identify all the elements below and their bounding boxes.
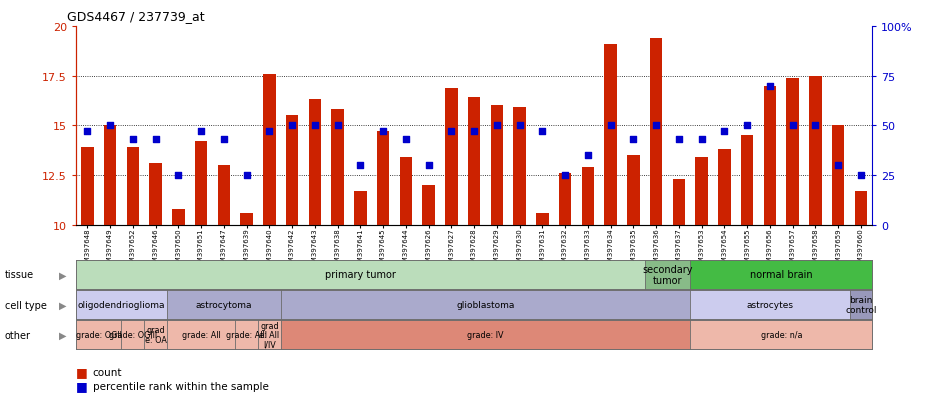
Point: [854, 172, 869, 179]
Point: [694, 137, 709, 143]
Point: [762, 83, 777, 90]
Bar: [286, 116, 298, 225]
Point: [194, 128, 208, 135]
Bar: [559, 173, 571, 225]
Text: other: other: [5, 330, 31, 340]
Bar: [582, 168, 594, 225]
Text: secondary
tumor: secondary tumor: [643, 264, 693, 285]
Text: oligodendrioglioma: oligodendrioglioma: [78, 300, 165, 309]
Bar: [741, 136, 754, 225]
Point: [307, 123, 322, 129]
Point: [398, 137, 413, 143]
Point: [239, 172, 254, 179]
Point: [808, 123, 823, 129]
Point: [831, 162, 845, 169]
Point: [490, 123, 505, 129]
Point: [671, 137, 686, 143]
Bar: [605, 45, 617, 225]
Point: [467, 128, 482, 135]
Point: [103, 123, 118, 129]
Bar: [263, 74, 276, 225]
Text: glioblastoma: glioblastoma: [457, 300, 515, 309]
Bar: [81, 148, 94, 225]
Text: brain
control: brain control: [845, 295, 877, 314]
Text: grade: OGIII: grade: OGIII: [108, 330, 156, 339]
Bar: [491, 106, 503, 225]
Text: grade: IV: grade: IV: [468, 330, 504, 339]
Point: [171, 172, 186, 179]
Point: [626, 137, 641, 143]
Bar: [719, 150, 731, 225]
Bar: [695, 158, 707, 225]
Bar: [332, 110, 344, 225]
Point: [353, 162, 368, 169]
Bar: [422, 185, 435, 225]
Bar: [194, 142, 207, 225]
Bar: [172, 209, 184, 225]
Point: [148, 137, 163, 143]
Bar: [513, 108, 526, 225]
Bar: [241, 213, 253, 225]
Bar: [218, 166, 230, 225]
Bar: [468, 98, 481, 225]
Point: [331, 123, 345, 129]
Text: astrocytes: astrocytes: [746, 300, 794, 309]
Bar: [149, 164, 162, 225]
Bar: [672, 180, 685, 225]
Text: grade: OGII: grade: OGII: [76, 330, 121, 339]
Text: ▶: ▶: [59, 300, 67, 310]
Text: ■: ■: [76, 366, 88, 379]
Text: primary tumor: primary tumor: [325, 270, 395, 280]
Text: grad
e: All
I/IV: grad e: All I/IV: [259, 321, 280, 349]
Point: [284, 123, 299, 129]
Bar: [832, 126, 845, 225]
Point: [512, 123, 527, 129]
Point: [581, 152, 595, 159]
Text: grade: All: grade: All: [181, 330, 220, 339]
Point: [740, 123, 755, 129]
Text: ▶: ▶: [59, 330, 67, 340]
Point: [649, 123, 664, 129]
Text: tissue: tissue: [5, 270, 33, 280]
Text: grad
e: OA: grad e: OA: [144, 325, 167, 344]
Bar: [400, 158, 412, 225]
Bar: [764, 86, 776, 225]
Text: count: count: [93, 367, 122, 377]
Point: [262, 128, 277, 135]
Bar: [308, 100, 321, 225]
Text: astrocytoma: astrocytoma: [195, 300, 252, 309]
Point: [785, 123, 800, 129]
Bar: [786, 78, 799, 225]
Bar: [354, 191, 367, 225]
Point: [421, 162, 436, 169]
Bar: [650, 39, 662, 225]
Text: percentile rank within the sample: percentile rank within the sample: [93, 381, 269, 391]
Point: [125, 137, 140, 143]
Bar: [627, 156, 640, 225]
Text: GDS4467 / 237739_at: GDS4467 / 237739_at: [67, 10, 205, 23]
Bar: [445, 88, 457, 225]
Bar: [104, 126, 117, 225]
Bar: [809, 76, 821, 225]
Point: [217, 137, 232, 143]
Bar: [855, 191, 867, 225]
Bar: [536, 213, 548, 225]
Text: ▶: ▶: [59, 270, 67, 280]
Point: [535, 128, 550, 135]
Text: cell type: cell type: [5, 300, 46, 310]
Point: [444, 128, 458, 135]
Bar: [127, 148, 139, 225]
Point: [603, 123, 618, 129]
Point: [717, 128, 732, 135]
Point: [376, 128, 391, 135]
Text: normal brain: normal brain: [750, 270, 813, 280]
Point: [80, 128, 94, 135]
Text: ■: ■: [76, 379, 88, 392]
Bar: [377, 132, 389, 225]
Text: grade: AIII: grade: AIII: [226, 330, 267, 339]
Point: [557, 172, 572, 179]
Text: grade: n/a: grade: n/a: [760, 330, 802, 339]
